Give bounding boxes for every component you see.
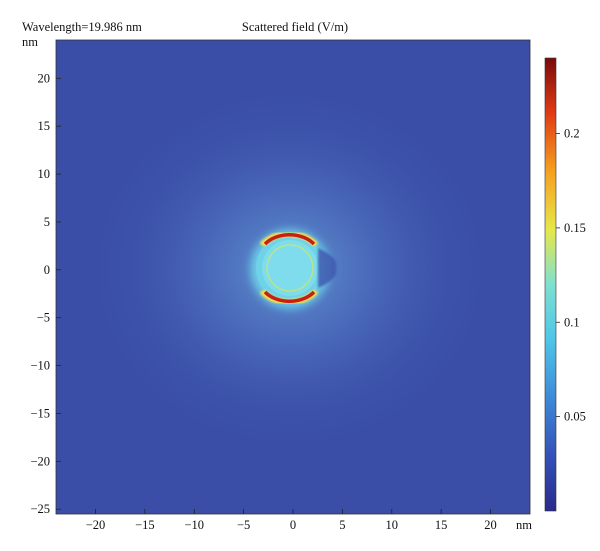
y-tick-label: 10 — [38, 167, 51, 181]
x-axis: −20 −15 −10 −5 0 5 10 15 20 — [86, 509, 497, 532]
y-tick-label: −25 — [30, 502, 50, 516]
y-tick-label: 0 — [44, 263, 50, 277]
y-tick-label: −20 — [30, 454, 50, 468]
colorbar — [544, 57, 557, 512]
upper-hot-arc — [263, 233, 316, 246]
chart-title: Scattered field (V/m) — [242, 20, 348, 34]
wavelength-label: Wavelength=19.986 nm — [22, 20, 142, 34]
field-map — [80, 79, 500, 459]
x-tick-label: 15 — [435, 518, 448, 532]
y-tick-label: −15 — [30, 406, 50, 420]
shell-gap — [318, 248, 337, 288]
x-tick-label: 5 — [339, 518, 345, 532]
colorbar-tick-label: 0.05 — [564, 410, 586, 424]
x-tick-label: 10 — [386, 518, 399, 532]
x-tick-label: −15 — [135, 518, 155, 532]
y-tick-label: −10 — [30, 359, 50, 373]
y-axis-unit: nm — [22, 35, 38, 49]
y-tick-label: 15 — [38, 119, 51, 133]
y-axis: −25 −20 −15 −10 −5 0 5 10 15 20 — [30, 71, 61, 516]
x-tick-label: 0 — [290, 518, 296, 532]
x-tick-label: −10 — [184, 518, 204, 532]
y-tick-label: −5 — [37, 311, 50, 325]
colorbar-tick-label: 0.2 — [564, 127, 580, 141]
x-tick-label: −5 — [237, 518, 250, 532]
inner-ring — [266, 244, 314, 292]
lower-hot-arc — [263, 290, 316, 303]
colorbar-tick-label: 0.15 — [564, 221, 586, 235]
colorbar-ticks: 0.05 0.1 0.15 0.2 — [556, 127, 586, 424]
y-tick-label: 20 — [38, 71, 51, 85]
x-axis-unit: nm — [516, 518, 532, 532]
colorbar-tick-label: 0.1 — [564, 315, 580, 329]
x-tick-label: 20 — [484, 518, 497, 532]
x-tick-label: −20 — [86, 518, 106, 532]
y-tick-label: 5 — [44, 215, 50, 229]
inner-core — [262, 240, 318, 296]
